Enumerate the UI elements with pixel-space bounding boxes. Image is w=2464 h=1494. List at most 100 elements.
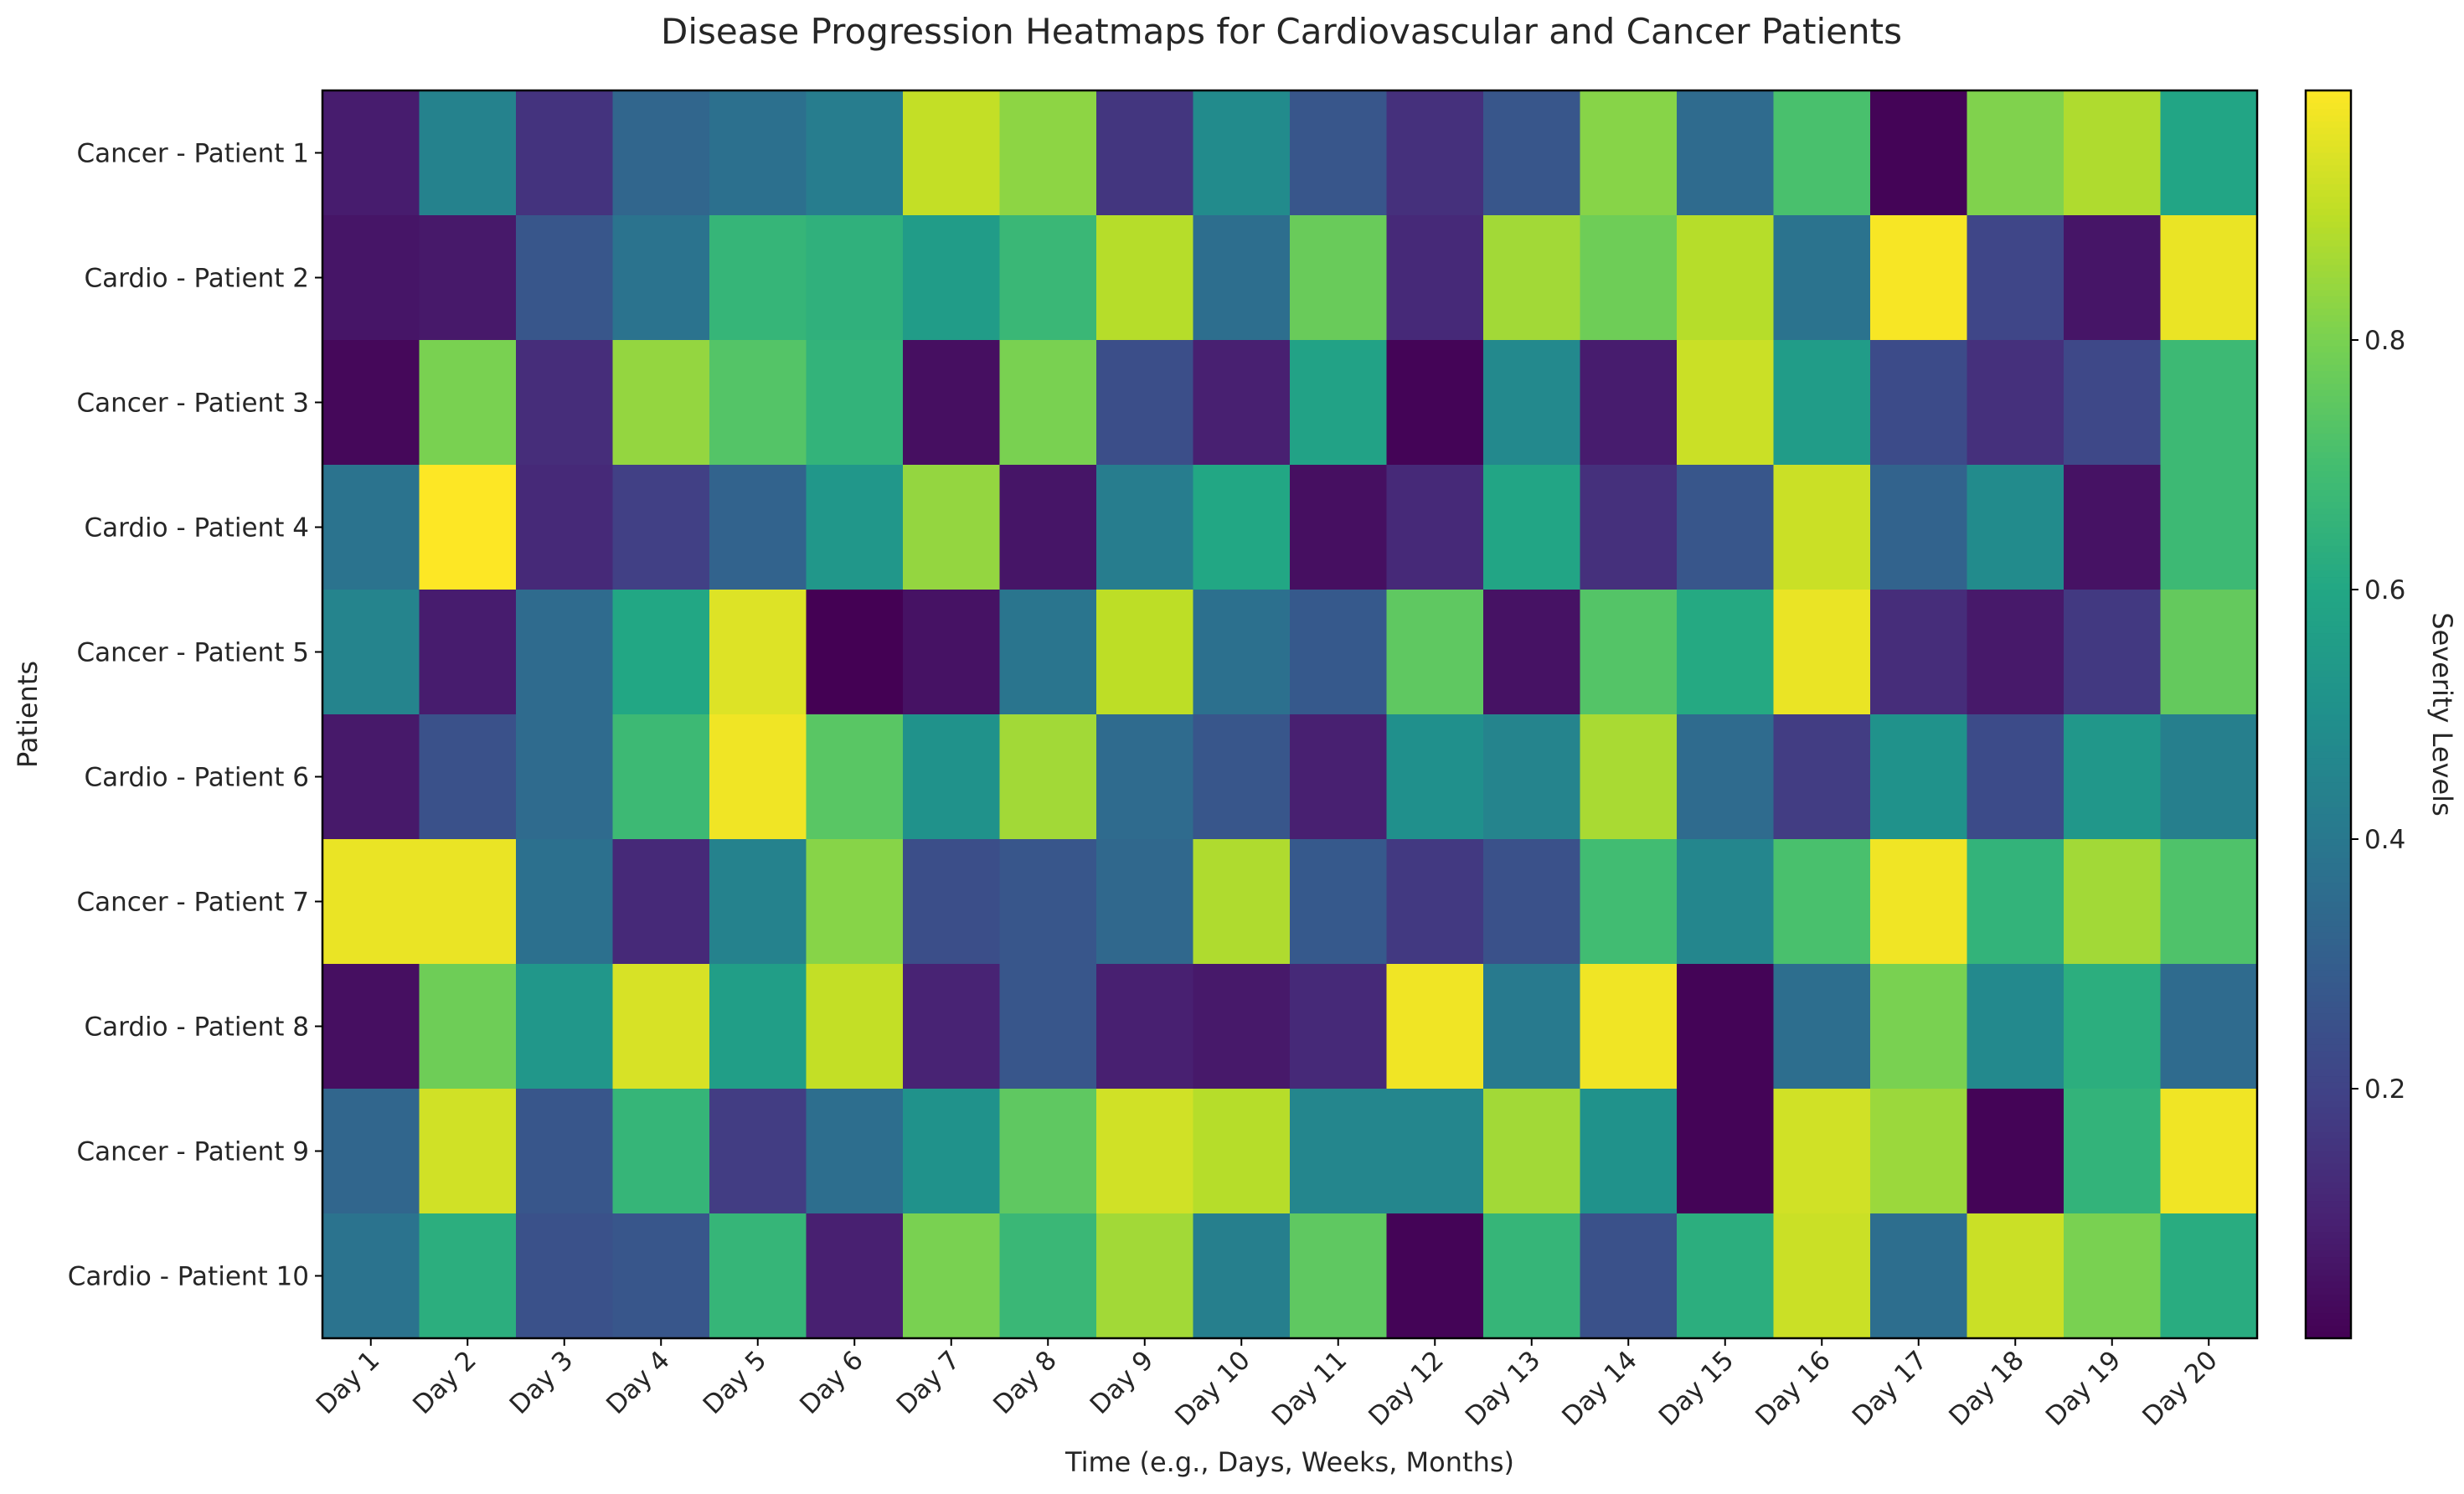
heatmap-cell: [1193, 340, 1291, 466]
colorbar-strip: [2306, 1319, 2351, 1327]
x-tick-label: Day 4: [601, 1345, 676, 1420]
colorbar-strip: [2306, 1294, 2351, 1302]
heatmap-cell: [1677, 964, 1775, 1090]
colorbar-strip: [2306, 883, 2351, 890]
heatmap-cell: [806, 465, 904, 590]
colorbar-strip: [2306, 1113, 2351, 1121]
colorbar-strip: [2306, 1151, 2351, 1158]
heatmap-cell: [1386, 590, 1484, 715]
colorbar-strip: [2306, 552, 2351, 559]
colorbar-strip: [2306, 446, 2351, 453]
heatmap-cell: [419, 590, 517, 715]
y-tick-label: Cancer - Patient 3: [76, 389, 309, 419]
heatmap-cell: [612, 590, 710, 715]
colorbar-strip: [2306, 1332, 2351, 1339]
heatmap-cell: [2160, 964, 2258, 1090]
heatmap-cell: [419, 1213, 517, 1339]
colorbar-strip: [2306, 1263, 2351, 1270]
colorbar-strip: [2306, 433, 2351, 440]
heatmap-cell: [1193, 90, 1291, 216]
colorbar-strip: [2306, 440, 2351, 447]
heatmap-cell: [903, 964, 1001, 1090]
colorbar-strip: [2306, 1275, 2351, 1283]
heatmap-cell: [1967, 340, 2065, 466]
heatmap-cell: [999, 839, 1097, 965]
colorbar-strip: [2306, 782, 2351, 791]
heatmap-cell: [1290, 340, 1388, 466]
heatmap-cell: [2064, 714, 2162, 840]
x-tick-label: Day 8: [987, 1345, 1063, 1420]
colorbar-strip: [2306, 789, 2351, 796]
x-tick-label: Day 3: [504, 1345, 580, 1420]
heatmap-cell: [1386, 1089, 1484, 1214]
colorbar-strip: [2306, 1169, 2351, 1177]
heatmap-cell: [2064, 839, 2162, 965]
heatmap-cell: [1483, 590, 1581, 715]
heatmap-cell: [1290, 90, 1388, 216]
heatmap-cell: [903, 340, 1001, 466]
colorbar-strip: [2306, 745, 2351, 753]
heatmap-cell: [903, 90, 1001, 216]
heatmap-cell: [1870, 714, 1968, 840]
colorbar-strip: [2306, 227, 2351, 235]
heatmap-cell: [516, 465, 614, 590]
heatmap-cell: [999, 90, 1097, 216]
y-tick-label: Cardio - Patient 10: [68, 1262, 309, 1292]
heatmap-cell: [999, 1213, 1097, 1339]
colorbar-strip: [2306, 776, 2351, 784]
heatmap-cell: [2064, 964, 2162, 1090]
heatmap-cell: [806, 340, 904, 466]
heatmap-cell: [806, 839, 904, 965]
colorbar-strip: [2306, 1232, 2351, 1239]
colorbar-ticks: 0.2 0.4 0.6 0.8: [2351, 326, 2405, 1105]
colorbar-strip: [2306, 1032, 2351, 1040]
heatmap-cell: [1483, 215, 1581, 341]
heatmap-cell: [806, 90, 904, 216]
heatmap-cell: [1386, 90, 1484, 216]
colorbar-strip: [2306, 608, 2351, 616]
colorbar-strip: [2306, 595, 2351, 603]
heatmap-cell: [1677, 215, 1775, 341]
colorbar-strip: [2306, 308, 2351, 316]
colorbar-strip: [2306, 203, 2351, 210]
y-tick-labels: Cancer - Patient 1 Cardio - Patient 2 Canc…: [68, 139, 322, 1292]
heatmap-cell: [709, 1213, 807, 1339]
heatmap-cell: [806, 1213, 904, 1339]
heatmap-cell: [2064, 465, 2162, 590]
colorbar-strip: [2306, 570, 2351, 578]
heatmap-cell: [1773, 215, 1871, 341]
colorbar-strip: [2306, 315, 2351, 322]
colorbar-strip: [2306, 259, 2351, 266]
heatmap-cell: [999, 340, 1097, 466]
colorbar-strip: [2306, 183, 2351, 191]
heatmap-cell: [1290, 215, 1388, 341]
x-tick-label: Day 16: [1750, 1345, 1837, 1432]
heatmap-cell: [806, 1089, 904, 1214]
x-tick-label: Day 14: [1556, 1345, 1643, 1432]
heatmap-cell: [1967, 964, 2065, 1090]
colorbar-strip: [2306, 601, 2351, 610]
heatmap-cell: [999, 465, 1097, 590]
colorbar-strip: [2306, 1281, 2351, 1290]
colorbar-strip: [2306, 646, 2351, 653]
heatmap-cell: [612, 839, 710, 965]
heatmap-cell: [1483, 465, 1581, 590]
heatmap-cell: [2064, 90, 2162, 216]
heatmap-cell: [709, 839, 807, 965]
colorbar-strip: [2306, 702, 2351, 709]
heatmap-cell: [999, 1089, 1097, 1214]
colorbar: [2306, 90, 2351, 1339]
heatmap-cell: [1290, 964, 1388, 1090]
heatmap-cell: [999, 964, 1097, 1090]
colorbar-strip: [2306, 820, 2351, 827]
x-tick-label: Day 15: [1653, 1345, 1740, 1432]
heatmap-cell: [322, 465, 420, 590]
colorbar-strip: [2306, 1132, 2351, 1140]
colorbar-strip: [2306, 158, 2351, 167]
colorbar-strip: [2306, 377, 2351, 384]
colorbar-strip: [2306, 714, 2351, 722]
colorbar-strip: [2306, 957, 2351, 965]
heatmap-cell: [1290, 1213, 1388, 1339]
colorbar-strip: [2306, 1107, 2351, 1115]
colorbar-strip: [2306, 677, 2351, 684]
